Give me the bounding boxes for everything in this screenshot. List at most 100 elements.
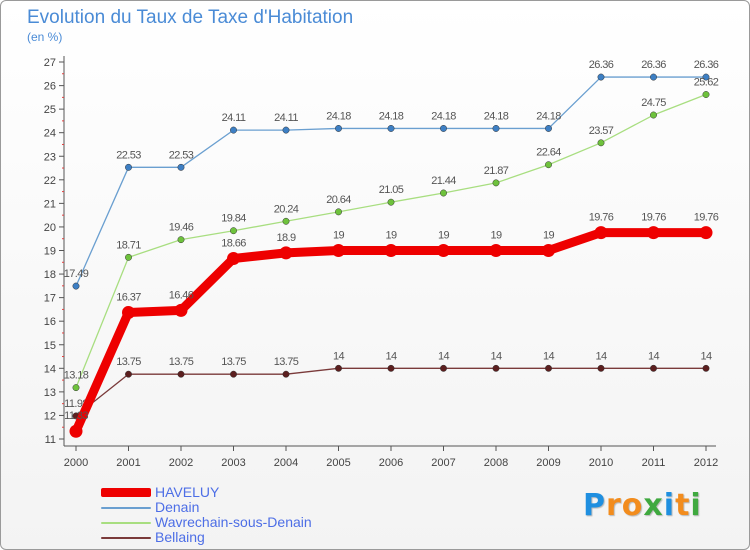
data-label: 14 xyxy=(490,350,502,362)
data-point xyxy=(69,424,83,438)
data-point xyxy=(545,124,552,132)
data-point xyxy=(177,236,185,244)
data-label: 26.36 xyxy=(589,59,614,71)
data-label: 20.24 xyxy=(274,203,299,215)
data-point xyxy=(125,253,132,261)
data-point xyxy=(440,124,447,132)
data-label: 17.49 xyxy=(64,268,89,280)
data-label: 16.46 xyxy=(169,289,194,301)
data-label: 13.18 xyxy=(64,370,89,382)
y-tick-label: 21 xyxy=(44,198,56,210)
x-tick-label: 2000 xyxy=(64,457,88,469)
data-point xyxy=(72,384,80,392)
data-label: 21.87 xyxy=(484,165,509,177)
data-point xyxy=(387,364,395,372)
data-point xyxy=(650,73,657,81)
y-tick-label: 20 xyxy=(44,222,56,234)
logo-letter: o xyxy=(621,488,644,523)
data-point xyxy=(440,364,447,372)
data-label: 22.64 xyxy=(536,147,561,159)
x-tick-label: 2004 xyxy=(274,457,298,469)
data-point xyxy=(545,364,552,372)
legend-label: HAVELUY xyxy=(155,484,220,500)
x-tick-label: 2012 xyxy=(694,457,718,469)
data-label: 14 xyxy=(543,350,555,362)
data-point xyxy=(699,226,713,240)
series-line xyxy=(71,228,711,436)
data-label: 24.18 xyxy=(484,110,509,122)
data-point xyxy=(279,246,293,260)
logo-letter: i xyxy=(663,488,676,523)
data-point xyxy=(702,91,710,98)
data-label: 13.75 xyxy=(169,356,194,368)
data-label: 18.71 xyxy=(116,239,141,251)
data-label: 14 xyxy=(385,350,397,362)
data-point xyxy=(282,217,290,225)
data-label: 19 xyxy=(385,230,397,242)
data-label: 22.53 xyxy=(116,149,141,161)
data-label: 11.33 xyxy=(64,410,88,422)
data-point xyxy=(174,303,188,317)
data-point xyxy=(440,189,447,197)
y-tick-label: 16 xyxy=(44,316,56,328)
data-label: 21.05 xyxy=(379,184,404,196)
chart-title: Evolution du Taux de Taxe d'Habitation xyxy=(27,7,354,28)
data-point xyxy=(335,124,342,132)
logo-letter: t xyxy=(675,488,691,523)
data-label: 21.44 xyxy=(431,175,456,187)
data-point xyxy=(230,370,237,378)
data-point xyxy=(492,179,500,187)
data-label: 24.18 xyxy=(536,110,561,122)
data-label: 18.66 xyxy=(221,238,246,250)
data-point xyxy=(177,370,185,378)
data-label: 24.18 xyxy=(326,110,351,122)
data-label: 16.37 xyxy=(116,291,141,303)
data-point xyxy=(542,244,555,257)
data-point xyxy=(702,73,710,81)
data-label: 23.57 xyxy=(589,125,614,137)
data-label: 26.36 xyxy=(641,59,666,71)
data-point xyxy=(594,226,608,240)
y-tick-label: 22 xyxy=(44,175,56,187)
data-label: 24.18 xyxy=(379,110,404,122)
data-point xyxy=(177,163,185,171)
data-point xyxy=(384,244,398,257)
x-tick-label: 2003 xyxy=(221,457,245,469)
data-label: 14 xyxy=(333,350,345,362)
y-tick-label: 19 xyxy=(44,246,56,258)
data-point xyxy=(282,370,290,378)
x-tick-label: 2002 xyxy=(169,457,193,469)
legend-swatch xyxy=(101,537,151,539)
x-tick-label: 2007 xyxy=(431,457,455,469)
data-point xyxy=(387,198,395,206)
logo-letter: P xyxy=(583,488,606,523)
data-label: 19.84 xyxy=(221,213,246,225)
data-point xyxy=(545,161,552,169)
data-point xyxy=(122,305,135,319)
data-label: 19 xyxy=(543,230,555,242)
y-tick-label: 24 xyxy=(44,128,56,140)
legend-swatch xyxy=(101,488,151,497)
chart-subtitle: (en %) xyxy=(27,30,63,44)
data-label: 25.62 xyxy=(694,77,719,89)
data-point xyxy=(597,364,605,372)
data-point xyxy=(492,124,500,132)
y-tick-label: 27 xyxy=(44,57,56,69)
y-tick-label: 18 xyxy=(44,269,56,281)
data-point xyxy=(72,282,80,290)
data-label: 24.11 xyxy=(222,112,246,124)
data-label: 13.75 xyxy=(221,356,246,368)
data-point xyxy=(230,227,237,235)
y-tick-label: 26 xyxy=(44,81,56,93)
data-point xyxy=(650,111,657,119)
data-point xyxy=(597,139,605,147)
x-tick-label: 2006 xyxy=(379,457,403,469)
data-label: 20.64 xyxy=(326,194,351,206)
data-label: 19.76 xyxy=(694,212,719,224)
data-point xyxy=(702,364,710,372)
x-tick-label: 2011 xyxy=(642,457,666,469)
data-label: 22.53 xyxy=(169,149,194,161)
legend-label: Bellaing xyxy=(155,529,205,545)
x-tick-label: 2009 xyxy=(536,457,560,469)
legend-swatch xyxy=(101,522,151,524)
